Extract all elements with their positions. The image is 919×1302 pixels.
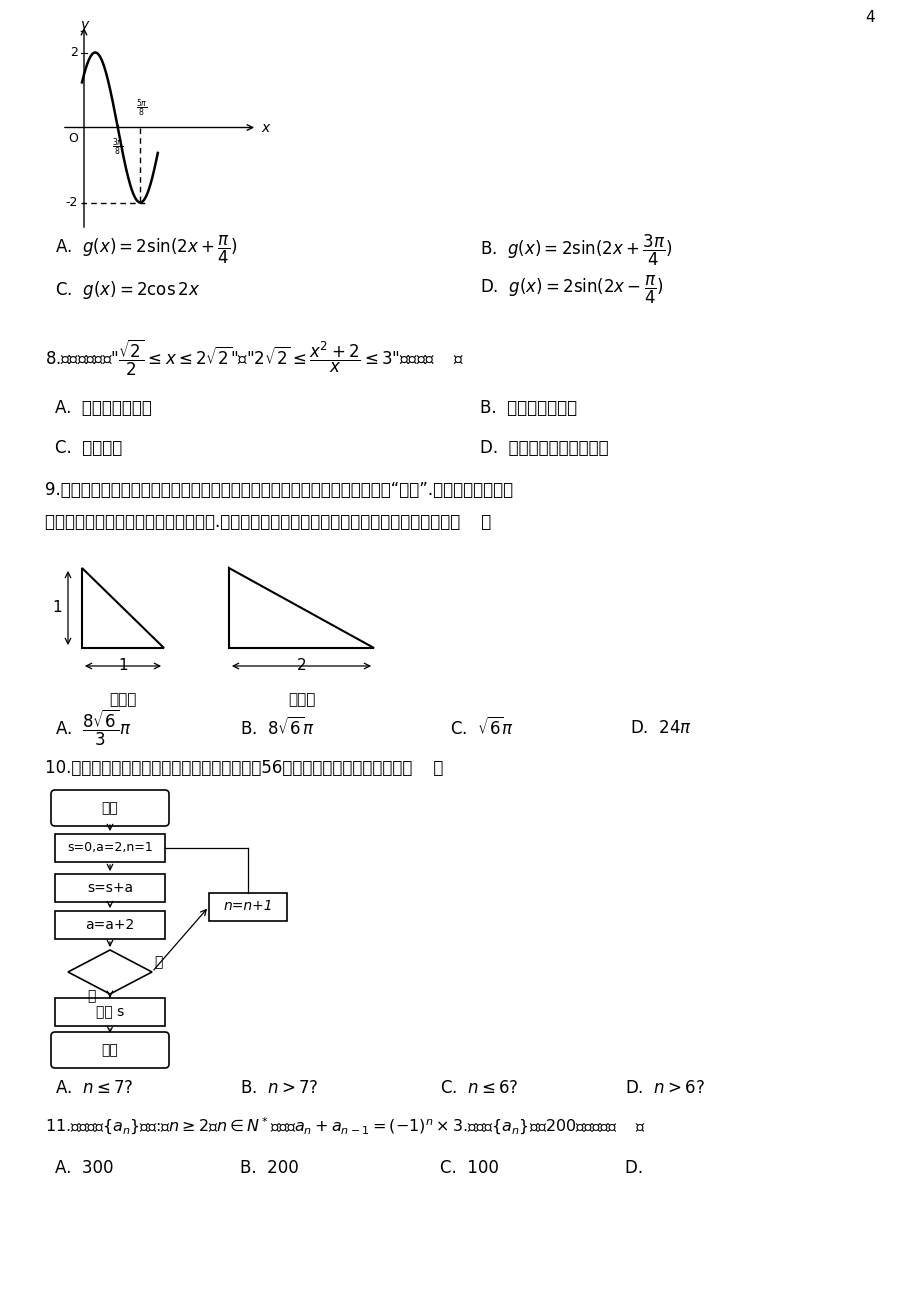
Text: C.  $n\leq 6?$: C. $n\leq 6?$ xyxy=(439,1079,518,1098)
Text: A.  $n\leq 7?$: A. $n\leq 7?$ xyxy=(55,1079,133,1098)
Text: D.  $24\pi$: D. $24\pi$ xyxy=(630,719,691,737)
Text: 侧视图: 侧视图 xyxy=(288,693,315,707)
Text: 4: 4 xyxy=(864,10,874,26)
Text: 输出 s: 输出 s xyxy=(96,1005,124,1019)
Text: 1: 1 xyxy=(118,658,128,673)
Text: 正视图: 正视图 xyxy=(109,693,137,707)
Text: s=s+a: s=s+a xyxy=(86,881,133,894)
Text: C.  充要条件: C. 充要条件 xyxy=(55,439,122,457)
Text: 11.已知数列$\{a_n\}$满足:当$n\geq 2$且$n\in N^*$时，有$a_n+a_{n-1}=(-1)^n\times 3$.则数列$\{a_: 11.已知数列$\{a_n\}$满足:当$n\geq 2$且$n\in N^*$… xyxy=(45,1116,645,1137)
Text: C.  $g(x)=2\cos 2x$: C. $g(x)=2\cos 2x$ xyxy=(55,279,199,301)
Text: 8.若为实数，则"$\dfrac{\sqrt{2}}{2}\leq x\leq 2\sqrt{2}$"是"$2\sqrt{2}\leq\dfrac{x^2+2}: 8.若为实数，则"$\dfrac{\sqrt{2}}{2}\leq x\leq … xyxy=(45,339,464,378)
Text: 结束: 结束 xyxy=(101,1043,119,1057)
Text: C.  100: C. 100 xyxy=(439,1159,498,1177)
Text: B.  $8\sqrt{6}\pi$: B. $8\sqrt{6}\pi$ xyxy=(240,717,314,740)
Text: 2: 2 xyxy=(296,658,306,673)
Text: B.  $g(x)=2\sin(2x+\dfrac{3\pi}{4})$: B. $g(x)=2\sin(2x+\dfrac{3\pi}{4})$ xyxy=(480,232,672,268)
Text: A.  300: A. 300 xyxy=(55,1159,113,1177)
Text: 开始: 开始 xyxy=(101,801,119,815)
Text: n=n+1: n=n+1 xyxy=(223,900,273,914)
Text: D.: D. xyxy=(624,1159,652,1177)
Text: -2: -2 xyxy=(65,197,78,210)
Text: B.  必要不充分条件: B. 必要不充分条件 xyxy=(480,398,576,417)
Text: a=a+2: a=a+2 xyxy=(85,918,134,932)
Text: 9.《九章算术》中将底面为长方形，且有一条侧棱与底面垂直的四棱锥称之为“阳马”.现有一阳马，其正: 9.《九章算术》中将底面为长方形，且有一条侧棱与底面垂直的四棱锥称之为“阳马”.… xyxy=(45,480,513,499)
Text: x: x xyxy=(261,121,269,134)
Text: D.  $g(x)=2\sin(2x-\dfrac{\pi}{4})$: D. $g(x)=2\sin(2x-\dfrac{\pi}{4})$ xyxy=(480,273,664,306)
Text: A.  充分不必要条件: A. 充分不必要条件 xyxy=(55,398,152,417)
Text: C.  $\sqrt{6}\pi$: C. $\sqrt{6}\pi$ xyxy=(449,717,514,740)
Text: B.  $n>7?$: B. $n>7?$ xyxy=(240,1079,318,1098)
Text: D.  既不充分也不必要条件: D. 既不充分也不必要条件 xyxy=(480,439,608,457)
Text: 1: 1 xyxy=(52,600,62,616)
Text: s=0,a=2,n=1: s=0,a=2,n=1 xyxy=(67,841,153,854)
Text: B.  200: B. 200 xyxy=(240,1159,299,1177)
Text: D.  $n>6?$: D. $n>6?$ xyxy=(624,1079,704,1098)
Text: O: O xyxy=(68,133,78,146)
Text: $\frac{3\pi}{8}$: $\frac{3\pi}{8}$ xyxy=(112,137,123,158)
Text: A.  $\dfrac{8\sqrt{6}}{3}\pi$: A. $\dfrac{8\sqrt{6}}{3}\pi$ xyxy=(55,708,131,749)
Text: $\frac{5\pi}{8}$: $\frac{5\pi}{8}$ xyxy=(136,98,148,118)
Text: 是: 是 xyxy=(87,990,96,1003)
Text: 10.执行如图所示的程序框图，若输出的结果为56，则判断框中的条件可以是（    ）: 10.执行如图所示的程序框图，若输出的结果为56，则判断框中的条件可以是（ ） xyxy=(45,759,443,777)
Text: 2: 2 xyxy=(70,46,78,59)
Text: A.  $g(x)=2\sin(2x+\dfrac{\pi}{4})$: A. $g(x)=2\sin(2x+\dfrac{\pi}{4})$ xyxy=(55,234,237,266)
Text: 视图和侧视图是如图所示的直角三角形.若该阳马的顶点都在同一个球面上，则该球的体积为（    ）: 视图和侧视图是如图所示的直角三角形.若该阳马的顶点都在同一个球面上，则该球的体积… xyxy=(45,513,491,531)
Text: y: y xyxy=(80,18,88,33)
Text: 否: 否 xyxy=(153,954,162,969)
